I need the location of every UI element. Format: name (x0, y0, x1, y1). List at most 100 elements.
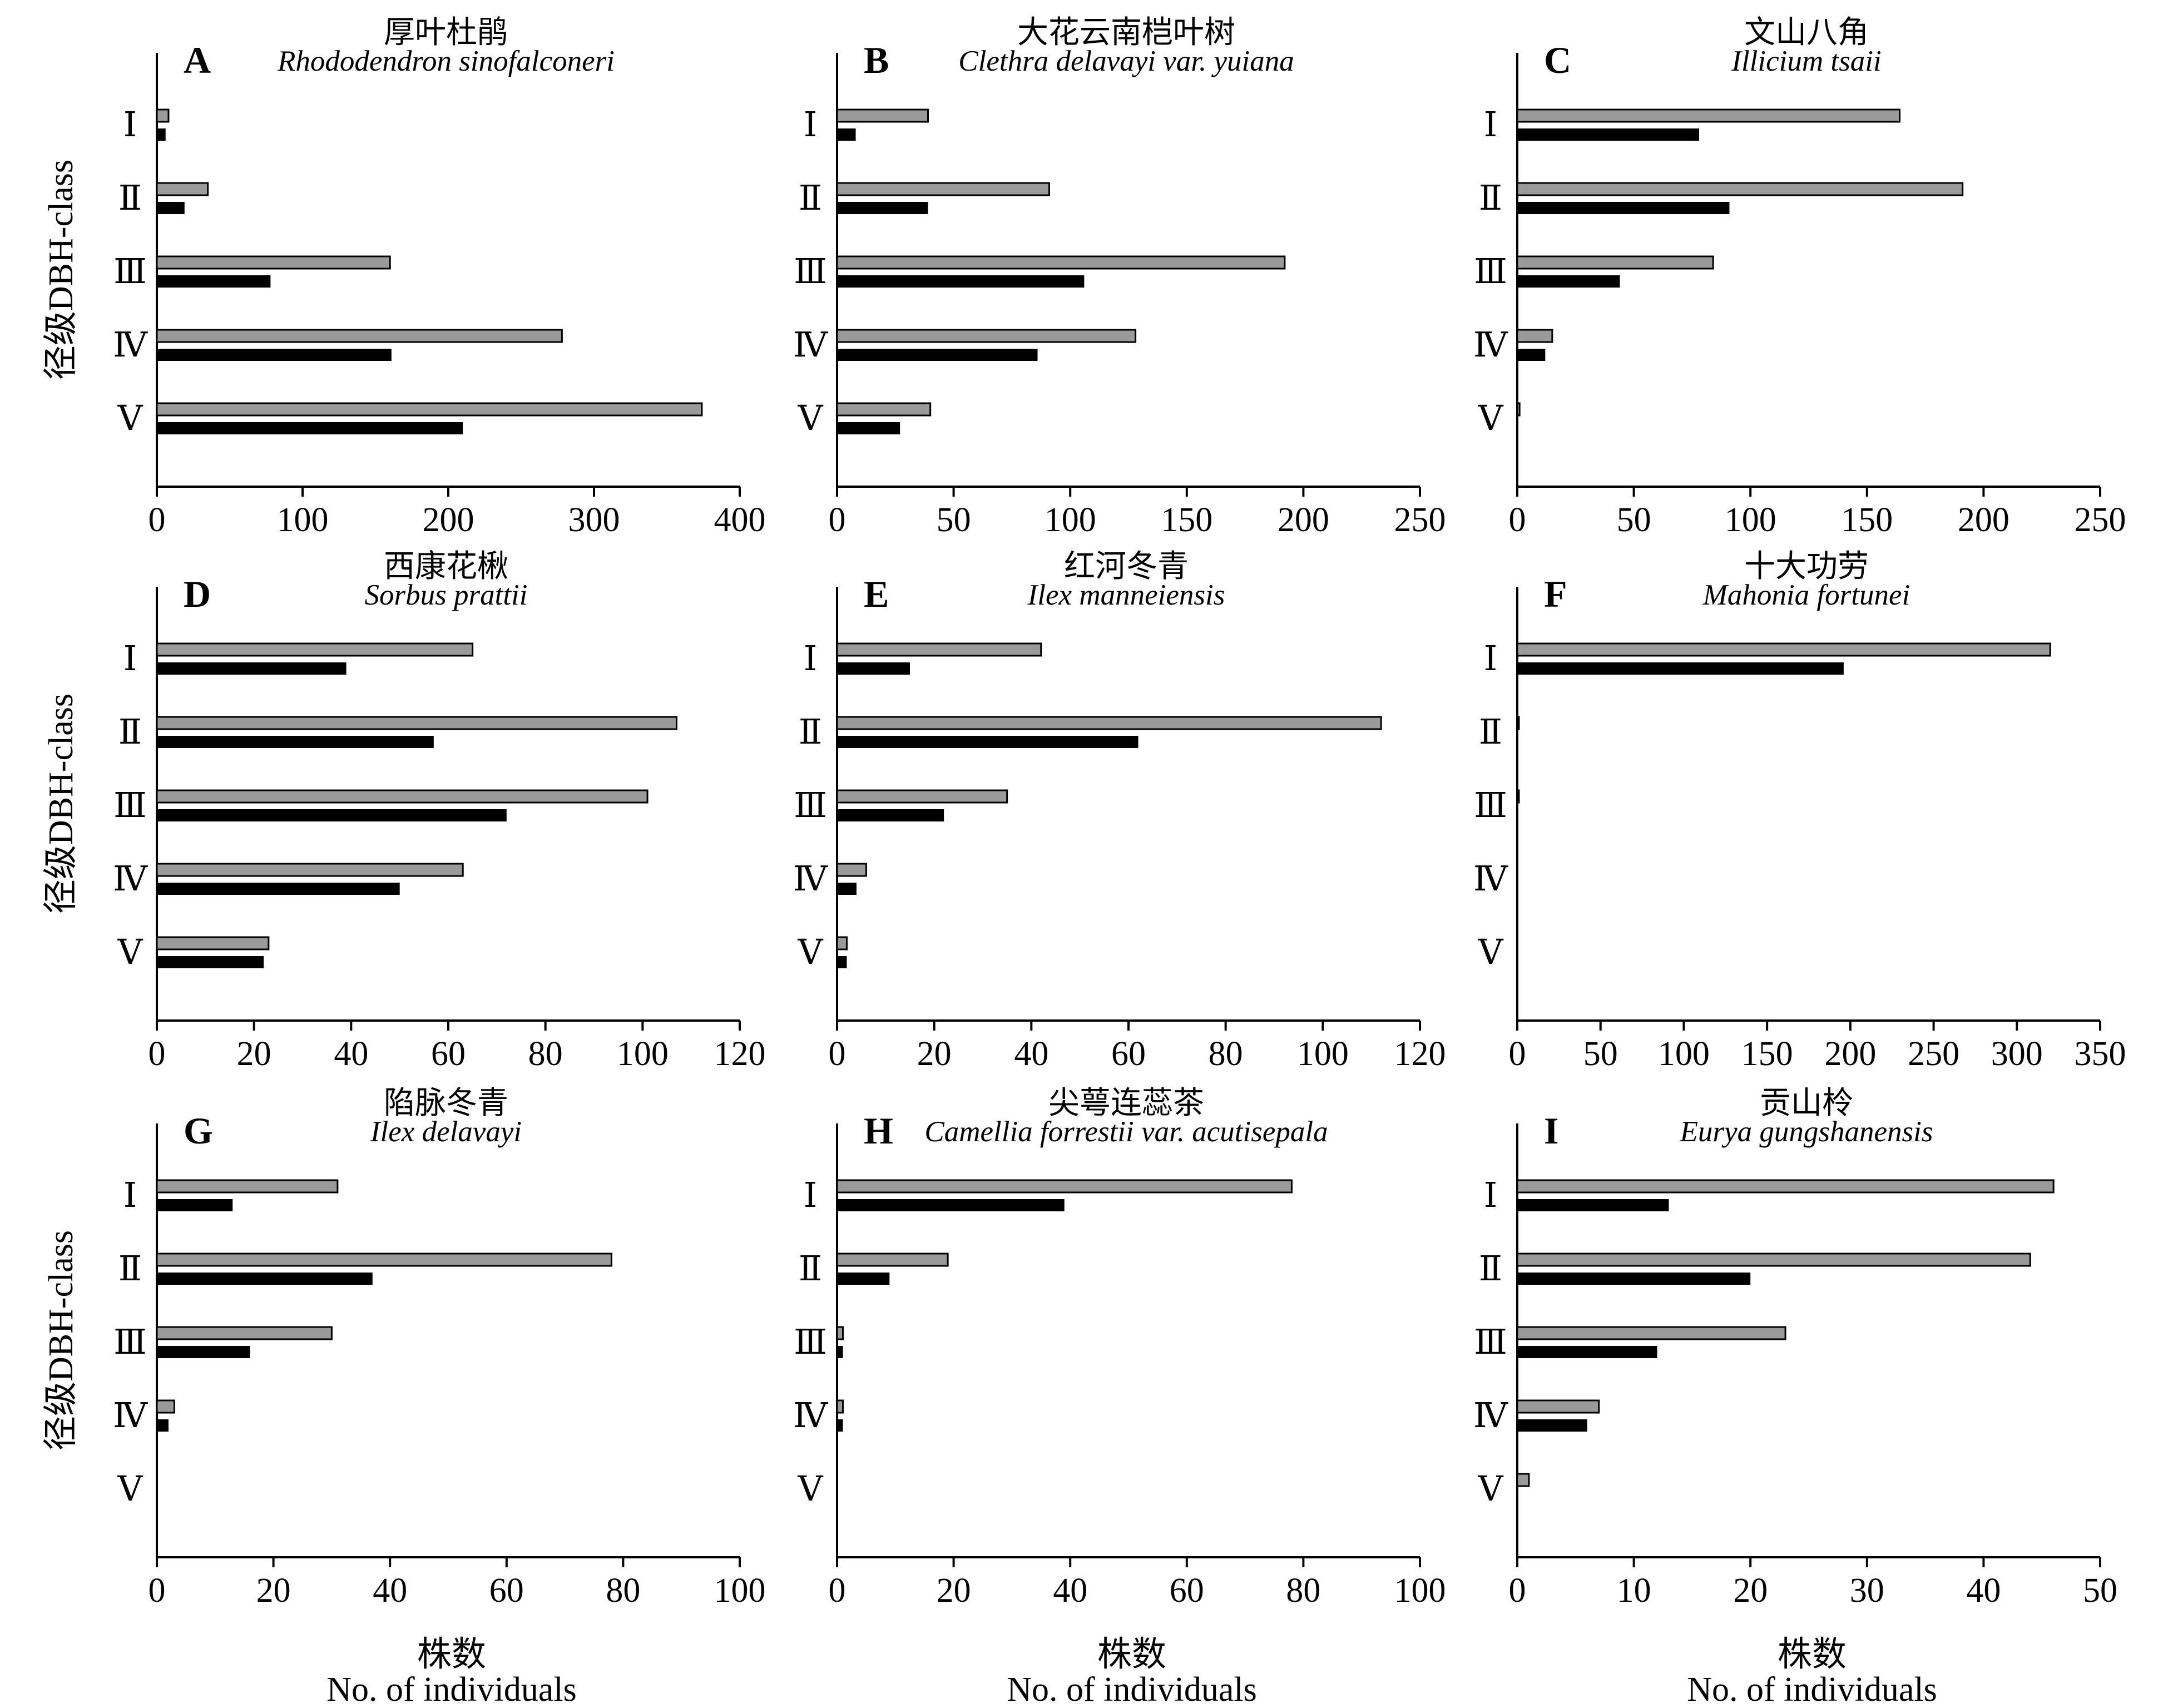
x-tick-label: 250 (1908, 1035, 1959, 1073)
panel-title-chinese: 尖萼连蕊茶 (1048, 1086, 1204, 1121)
panel-title-chinese: 陷脉冬青 (384, 1086, 508, 1121)
bar-series-1 (156, 329, 563, 343)
y-category-label: Ⅱ (1479, 180, 1502, 217)
bar-series-1 (836, 1252, 949, 1267)
y-axis-label: 径级DBH-class (42, 160, 80, 380)
x-tick-label: 400 (714, 501, 766, 539)
x-tick-label: 40 (373, 1572, 407, 1610)
x-tick-label: 20 (1733, 1572, 1768, 1610)
bar-series-1 (836, 716, 1382, 730)
x-axis-label-english: No. of individuals (1007, 1671, 1256, 1708)
bar-series-2 (1517, 128, 1699, 141)
bar-series-2 (157, 128, 166, 141)
bar-series-2 (1517, 1346, 1657, 1358)
x-axis-label-chinese: 株数 (417, 1636, 486, 1674)
y-category-label: Ⅳ (793, 326, 828, 364)
panel-title-chinese: 厚叶杜鹃 (384, 16, 508, 50)
bar-series-1 (836, 402, 932, 417)
x-tick-label: 120 (1394, 1035, 1446, 1073)
bar-series-2 (157, 1346, 250, 1358)
y-category-label: Ⅲ (1474, 1324, 1507, 1362)
bar-series-2 (837, 422, 900, 434)
panel-title-latin: Eurya gungshanensis (1680, 1116, 1933, 1148)
bar-series-1 (836, 863, 867, 877)
y-category-label: Ⅴ (117, 1471, 143, 1508)
y-category-label: Ⅱ (118, 180, 142, 217)
bar-series-2 (837, 1273, 890, 1285)
bar-series-2 (837, 956, 847, 968)
bar-series-1 (1516, 1179, 2055, 1194)
y-category-label: Ⅴ (1478, 400, 1504, 438)
x-tick-label: 50 (2083, 1572, 2117, 1610)
bar-series-1 (1516, 1473, 1530, 1487)
y-category-label: Ⅲ (794, 787, 827, 825)
bar-series-2 (837, 275, 1085, 288)
bar-series-1 (836, 936, 848, 950)
x-tick-label: 100 (617, 1035, 669, 1073)
y-category-label: Ⅴ (117, 400, 143, 438)
bar-series-1 (156, 402, 703, 417)
panel-letter: C (1544, 39, 1571, 81)
x-tick-label: 200 (1824, 1035, 1876, 1073)
y-category-label: Ⅳ (1473, 326, 1508, 364)
x-tick-label: 250 (2075, 501, 2126, 539)
x-tick-label: 250 (1394, 501, 1446, 539)
y-axis-label: 径级DBH-class (42, 1230, 80, 1450)
panel-title-chinese: 大花云南桤叶树 (1017, 16, 1235, 50)
y-category-label: Ⅰ (1484, 106, 1498, 144)
bar-series-2 (837, 736, 1139, 748)
bar-series-2 (837, 202, 928, 214)
panel-title-latin: Illicium tsaii (1731, 45, 1881, 77)
bar-series-1 (836, 642, 1042, 657)
bar-series-2 (1517, 1419, 1587, 1432)
bar-series-2 (157, 1199, 233, 1211)
bar-series-1 (836, 108, 929, 123)
x-tick-label: 0 (829, 1035, 846, 1073)
bar-series-1 (836, 255, 1286, 270)
bar-series-2 (1517, 275, 1620, 288)
y-category-label: Ⅰ (123, 1177, 137, 1215)
x-tick-label: 200 (1958, 501, 2009, 539)
y-category-label: Ⅲ (794, 1324, 827, 1362)
x-tick-label: 20 (937, 1572, 971, 1610)
y-category-label: Ⅴ (1478, 934, 1504, 972)
bar-series-1 (1516, 716, 1520, 730)
y-category-label: Ⅲ (794, 253, 827, 291)
y-category-label: Ⅱ (799, 180, 822, 217)
y-category-label: Ⅱ (799, 1250, 822, 1288)
bar-series-2 (1517, 202, 1730, 214)
panel-title-chinese: 西康花楸 (384, 549, 508, 584)
bar-series-2 (157, 883, 400, 895)
bar-series-1 (156, 642, 474, 657)
x-tick-label: 60 (489, 1572, 524, 1610)
y-category-label: Ⅲ (113, 253, 147, 291)
x-tick-label: 50 (937, 501, 971, 539)
panel-letter: A (184, 39, 211, 81)
panel-letter: I (1544, 1110, 1558, 1152)
y-category-label: Ⅲ (113, 787, 147, 825)
bar-series-2 (837, 662, 910, 675)
y-category-label: Ⅳ (113, 1397, 148, 1435)
bar-series-1 (836, 1179, 1293, 1194)
bar-series-1 (1516, 1326, 1786, 1340)
x-tick-label: 20 (237, 1035, 271, 1073)
panel-title-latin: Rhododendron sinofalconeri (277, 45, 615, 77)
panel-title-latin: Ilex manneiensis (1027, 579, 1225, 611)
panel-letter: B (864, 39, 889, 81)
bar-series-2 (157, 1419, 169, 1432)
bar-series-2 (157, 422, 463, 434)
x-tick-label: 300 (568, 501, 620, 539)
y-category-label: Ⅴ (798, 400, 824, 438)
x-tick-label: 150 (1741, 1035, 1793, 1073)
y-category-label: Ⅴ (117, 934, 143, 972)
bar-series-1 (156, 182, 209, 196)
panel-letter: H (864, 1110, 893, 1152)
bar-series-1 (1516, 1252, 2031, 1267)
x-tick-label: 40 (1966, 1572, 2001, 1610)
